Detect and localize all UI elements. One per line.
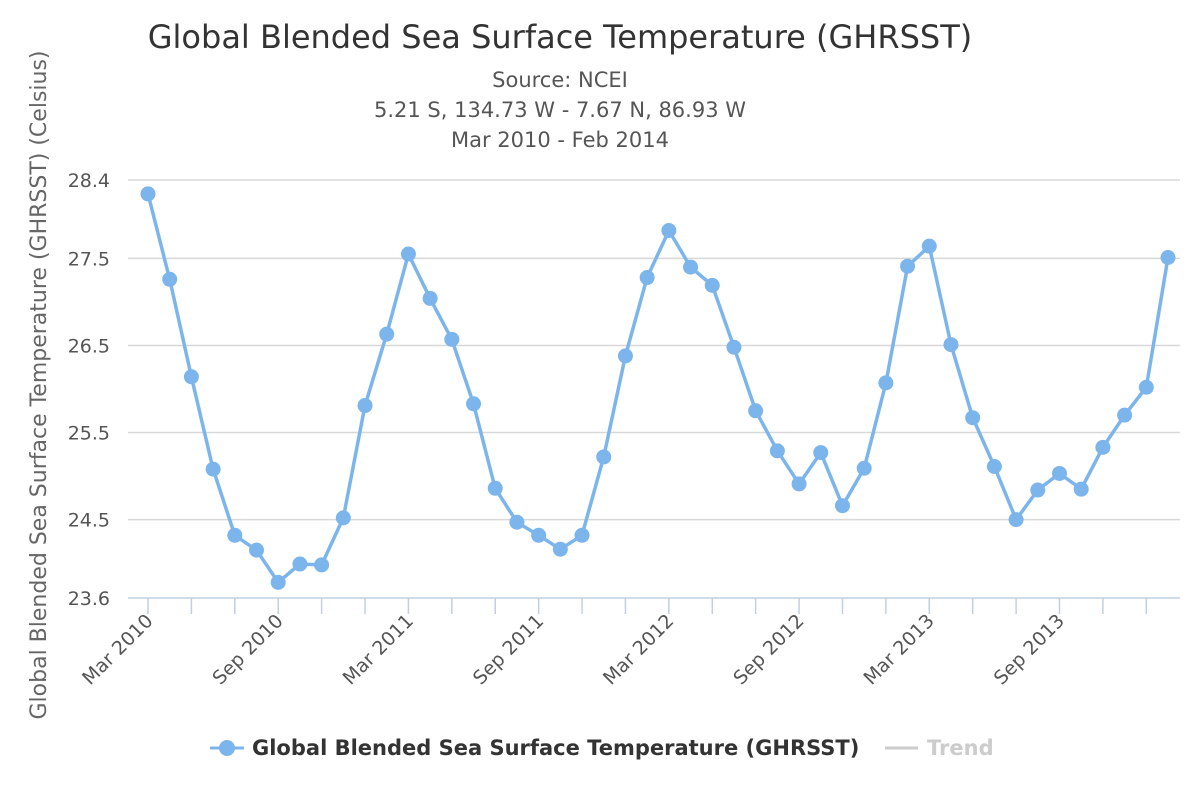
- data-point: [1117, 407, 1133, 423]
- data-point: [162, 271, 178, 287]
- data-point: [466, 396, 482, 412]
- data-point: [813, 445, 829, 461]
- data-point: [183, 369, 199, 385]
- data-point: [270, 574, 286, 590]
- data-point: [661, 223, 677, 239]
- x-tick-label: Sep 2010: [208, 610, 287, 689]
- legend: Global Blended Sea Surface Temperature (…: [210, 736, 994, 760]
- legend-label-trend: Trend: [927, 736, 994, 760]
- chart-title: Global Blended Sea Surface Temperature (…: [148, 18, 973, 56]
- x-tick-label: Sep 2012: [729, 610, 808, 689]
- data-point: [878, 375, 894, 391]
- data-point: [531, 527, 547, 543]
- legend-item-trend[interactable]: Trend: [885, 736, 994, 760]
- data-point: [1008, 512, 1024, 528]
- data-point: [921, 238, 937, 254]
- y-tick-label: 26.5: [68, 335, 110, 357]
- data-point: [1160, 250, 1176, 266]
- data-point: [379, 326, 395, 342]
- legend-label-ghrsst: Global Blended Sea Surface Temperature (…: [252, 736, 859, 760]
- data-point: [422, 290, 438, 306]
- data-point: [856, 460, 872, 476]
- data-point: [292, 556, 308, 572]
- data-point: [639, 270, 655, 286]
- data-point: [487, 480, 503, 496]
- y-tick-label: 28.4: [68, 170, 110, 192]
- x-tick-label: Sep 2013: [990, 610, 1069, 689]
- data-point: [704, 277, 720, 293]
- data-point: [249, 542, 265, 558]
- y-tick-label: 24.5: [68, 510, 110, 532]
- y-axis-title: Global Blended Sea Surface Temperature (…: [27, 50, 52, 719]
- y-tick-label: 27.5: [68, 248, 110, 270]
- x-tick-label: Mar 2013: [859, 610, 938, 689]
- data-point: [357, 398, 373, 414]
- x-axis: Mar 2010 Sep 2010 Mar 2011 Sep 2011 Mar 2012…: [78, 597, 1180, 689]
- chart-subtitle-period: Mar 2010 - Feb 2014: [451, 128, 669, 152]
- chart-subtitle-source: Source: NCEI: [492, 68, 628, 92]
- series-layer: [140, 186, 1176, 590]
- data-point: [400, 246, 416, 262]
- data-point: [900, 258, 916, 274]
- data-point: [617, 348, 633, 364]
- data-point: [1030, 482, 1046, 498]
- data-point: [596, 449, 612, 465]
- data-point: [1051, 465, 1067, 481]
- data-point: [205, 461, 221, 477]
- data-point: [335, 510, 351, 526]
- y-tick-label: 23.6: [68, 588, 110, 610]
- data-point: [726, 339, 742, 355]
- data-point: [943, 337, 959, 353]
- x-tick-label: Mar 2010: [78, 610, 157, 689]
- x-tick-label: Mar 2011: [339, 610, 418, 689]
- data-point: [444, 331, 460, 347]
- data-point: [574, 527, 590, 543]
- data-point: [140, 186, 156, 202]
- data-point: [683, 259, 699, 275]
- data-point: [1138, 379, 1154, 395]
- grid-lines: [128, 179, 1180, 521]
- data-point: [552, 541, 568, 557]
- data-point: [986, 459, 1002, 475]
- legend-item-ghrsst[interactable]: Global Blended Sea Surface Temperature (…: [210, 736, 859, 760]
- data-point: [227, 527, 243, 543]
- data-point: [965, 410, 981, 426]
- legend-marker-icon: [219, 740, 235, 756]
- data-point: [509, 514, 525, 530]
- y-axis-ticks: 23.6 24.5 25.5 26.5 27.5 28.4: [68, 170, 110, 610]
- data-point: [314, 557, 330, 573]
- data-point: [791, 476, 807, 492]
- data-point: [1095, 439, 1111, 455]
- data-point: [834, 498, 850, 514]
- x-tick-label: Mar 2012: [599, 610, 678, 689]
- x-tick-label: Sep 2011: [469, 610, 548, 689]
- data-point: [748, 403, 764, 419]
- chart-subtitle-region: 5.21 S, 134.73 W - 7.67 N, 86.93 W: [374, 98, 746, 122]
- data-point: [1073, 481, 1089, 497]
- y-tick-label: 25.5: [68, 423, 110, 445]
- data-point: [769, 443, 785, 459]
